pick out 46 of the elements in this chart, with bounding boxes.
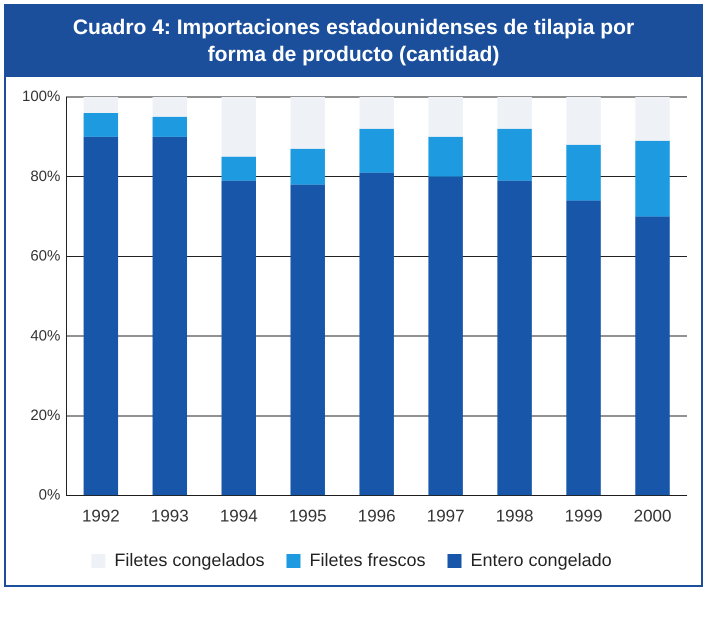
- bar: [152, 136, 188, 495]
- bar: [290, 96, 325, 148]
- y-tick-label: 40%: [30, 326, 60, 344]
- bar: [428, 176, 463, 495]
- x-tick-label: 1993: [150, 506, 189, 526]
- bar: [152, 116, 188, 136]
- bar: [222, 180, 256, 495]
- x-tick-label: 1995: [288, 506, 327, 526]
- bar: [84, 136, 118, 495]
- bar: [359, 172, 394, 495]
- bar: [566, 144, 601, 200]
- x-tick-label: 1998: [496, 506, 534, 526]
- bar: [566, 96, 601, 144]
- chart-title: Cuadro 4: Importaciones estadounidenses de tilapia por forma de producto (cantidad): [6, 6, 701, 77]
- bar: [290, 148, 325, 184]
- bar: [497, 180, 532, 495]
- x-tick-label: 1997: [426, 506, 465, 526]
- bar: [359, 128, 394, 172]
- bar: [222, 96, 256, 156]
- legend-label: Filetes frescos: [309, 550, 426, 570]
- x-tick-label: 1994: [220, 506, 258, 526]
- bar: [152, 96, 188, 117]
- bar: [428, 136, 463, 176]
- bar: [635, 140, 670, 216]
- bar: [566, 200, 601, 495]
- y-tick-label: 80%: [30, 167, 60, 184]
- legend-label: Filetes congelados: [114, 550, 264, 570]
- bar: [222, 156, 256, 180]
- bar: [359, 96, 394, 128]
- bar: [290, 184, 325, 495]
- x-tick-label: 2000: [634, 506, 672, 526]
- bar: [497, 96, 532, 128]
- y-tick-label: 100%: [22, 88, 60, 105]
- x-tick-label: 1996: [358, 506, 396, 526]
- y-tick-label: 60%: [30, 247, 60, 264]
- y-tick-label: 0%: [38, 486, 60, 504]
- bar: [635, 96, 670, 140]
- x-tick-label: 1992: [82, 506, 120, 526]
- bar: [84, 96, 118, 113]
- x-tick-label: 1999: [564, 506, 602, 526]
- bar: [497, 128, 532, 180]
- bar: [635, 216, 670, 495]
- bar: [428, 96, 463, 136]
- y-tick-label: 20%: [30, 406, 60, 424]
- legend-label: Entero congelado: [470, 550, 612, 570]
- bar: [84, 112, 118, 136]
